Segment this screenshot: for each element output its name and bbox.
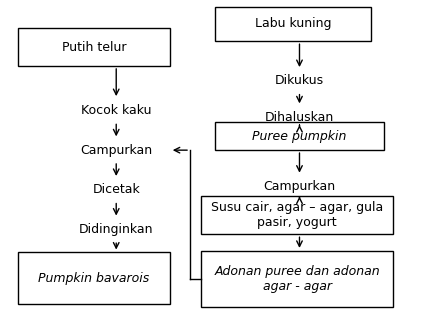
Text: Campurkan: Campurkan [263, 180, 336, 193]
Text: Dikukus: Dikukus [275, 74, 324, 87]
Text: Dihaluskan: Dihaluskan [265, 111, 334, 124]
Text: Putih telur: Putih telur [62, 41, 126, 53]
FancyBboxPatch shape [18, 28, 170, 66]
FancyBboxPatch shape [201, 251, 393, 307]
FancyBboxPatch shape [201, 196, 393, 234]
Text: Campurkan: Campurkan [80, 144, 152, 157]
FancyBboxPatch shape [18, 252, 170, 304]
Text: Pumpkin bavarois: Pumpkin bavarois [38, 272, 149, 284]
Text: Labu kuning: Labu kuning [254, 17, 331, 30]
Text: Kocok kaku: Kocok kaku [81, 104, 152, 117]
Text: Didinginkan: Didinginkan [79, 223, 153, 236]
FancyBboxPatch shape [215, 122, 384, 150]
Text: Dicetak: Dicetak [93, 183, 140, 196]
Text: Adonan puree dan adonan
agar - agar: Adonan puree dan adonan agar - agar [215, 265, 380, 293]
Text: Puree pumpkin: Puree pumpkin [252, 130, 347, 143]
FancyBboxPatch shape [215, 7, 371, 41]
Text: Susu cair, agar – agar, gula
pasir, yogurt: Susu cair, agar – agar, gula pasir, yogu… [211, 201, 384, 229]
